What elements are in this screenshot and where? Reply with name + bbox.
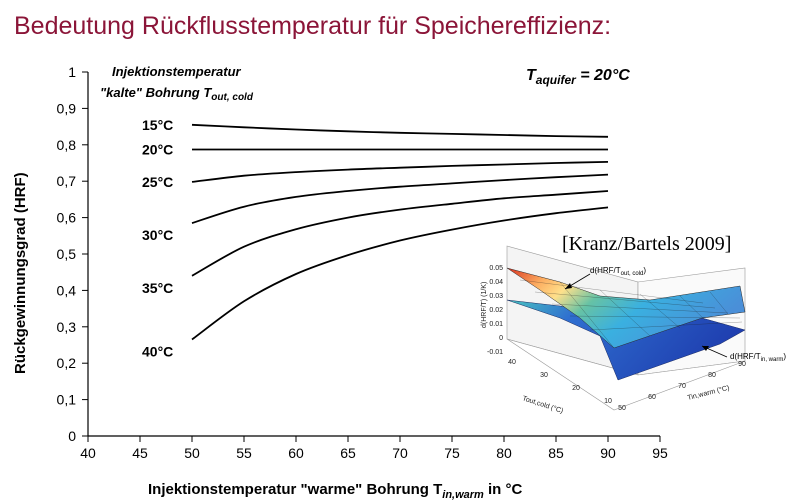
y-tick-label: 0,2 — [57, 355, 77, 371]
x-tick-label: 70 — [392, 445, 408, 461]
series-label-40c: 40°C — [142, 344, 173, 360]
inset-arrowhead-cold — [565, 283, 572, 289]
x-tick-label: 90 — [600, 445, 616, 461]
inset-ticks: 0.05 0.04 0.03 0.02 0.01 0 -0.01 40 30 20 10 50 60 70… — [487, 265, 746, 412]
series-label-15c: 15°C — [142, 117, 173, 133]
inset-y-tick-label: 70 — [678, 383, 686, 390]
series-label-20c: 20°C — [142, 142, 173, 158]
series-line-35c — [191, 190, 609, 277]
inset-label-warm: d(HRF/Tin, warm) — [730, 352, 786, 363]
inset-z-tick-label: 0.02 — [489, 307, 503, 314]
inset-z-tick-label: 0 — [499, 335, 503, 342]
inset-label-cold: d(HRF/Tout, cold) — [590, 266, 646, 277]
y-tick-label: 0,1 — [57, 392, 77, 408]
legend-title-line1: Injektionstemperatur — [112, 64, 242, 79]
x-tick-label: 55 — [236, 445, 252, 461]
inset-y-tick-label: 90 — [738, 361, 746, 368]
y-tick-label: 0,8 — [57, 137, 77, 153]
series-layer — [191, 123, 609, 341]
inset-y-axis-label: Tin,warm (°C) — [687, 384, 731, 402]
y-tick-label: 0,9 — [57, 100, 77, 116]
x-tick-label: 65 — [340, 445, 356, 461]
series-line-25c — [191, 161, 609, 183]
inset-z-tick-label: 0.04 — [489, 279, 503, 286]
series-label-35c: 35°C — [142, 280, 173, 296]
inset-y-tick-label: 50 — [618, 405, 626, 412]
x-tick-label: 80 — [496, 445, 512, 461]
inset-x-axis-label: Tout,cold (°C) — [521, 394, 564, 415]
inset-z-axis-label: d(HRF/T) (1/K) — [481, 282, 488, 328]
x-tick-label: 85 — [548, 445, 564, 461]
inset-z-tick-label: 0.03 — [489, 293, 503, 300]
y-tick-label: 1 — [68, 64, 76, 80]
y-axis-title: Rückgewinnungsgrad (HRF) — [12, 172, 29, 374]
slide-title: Bedeutung Rückflusstemperatur für Speich… — [14, 12, 612, 40]
x-tick-label: 50 — [184, 445, 200, 461]
inset-x-tick-label: 20 — [572, 385, 580, 392]
inset-x-tick-label: 30 — [540, 372, 548, 379]
x-tick-label: 75 — [444, 445, 460, 461]
series-label-25c: 25°C — [142, 174, 173, 190]
inset-arrowhead-warm — [702, 346, 709, 351]
y-tick-label: 0,3 — [57, 319, 77, 335]
labels-layer: 15°C 20°C 25°C 30°C 35°C 40°C — [142, 117, 173, 360]
inset-x-tick-label: 10 — [604, 398, 612, 405]
axes-layer: 40 45 50 55 60 65 70 75 80 85 90 95 0 0,1 0,2 0,3 0,4 0,5… — [57, 64, 668, 461]
y-tick-label: 0 — [68, 428, 76, 444]
inset-mesh — [519, 279, 743, 349]
series-line-15c — [191, 123, 609, 138]
series-line-30c — [191, 173, 609, 224]
inset-3d-plot: 0.05 0.04 0.03 0.02 0.01 0 -0.01 40 30 20 10 50 60 70… — [481, 245, 786, 415]
inset-y-tick-label: 60 — [648, 394, 656, 401]
y-tick-label: 0,6 — [57, 210, 77, 226]
y-tick-label: 0,7 — [57, 173, 77, 189]
inset-x-tick-label: 40 — [508, 359, 516, 366]
series-line-40c — [191, 206, 609, 341]
x-tick-label: 60 — [288, 445, 304, 461]
x-axis-title: Injektionstemperatur "warme" Bohrung Tin… — [148, 481, 523, 500]
y-tick-label: 0,5 — [57, 246, 77, 262]
inset-z-tick-label: 0.05 — [489, 265, 503, 272]
inset-z-tick-label: -0.01 — [487, 349, 503, 356]
x-tick-label: 95 — [652, 445, 668, 461]
x-tick-label: 45 — [132, 445, 148, 461]
legend-title-line2: "kalte" Bohrung Tout, cold — [100, 85, 254, 103]
inset-y-tick-label: 80 — [708, 372, 716, 379]
inset-z-tick-label: 0.01 — [489, 321, 503, 328]
y-tick-label: 0,4 — [57, 282, 77, 298]
aquifer-temperature-annotation: Taquifer = 20°C — [526, 67, 630, 87]
x-tick-label: 40 — [80, 445, 96, 461]
series-label-30c: 30°C — [142, 227, 173, 243]
citation: [Kranz/Bartels 2009] — [562, 233, 731, 255]
